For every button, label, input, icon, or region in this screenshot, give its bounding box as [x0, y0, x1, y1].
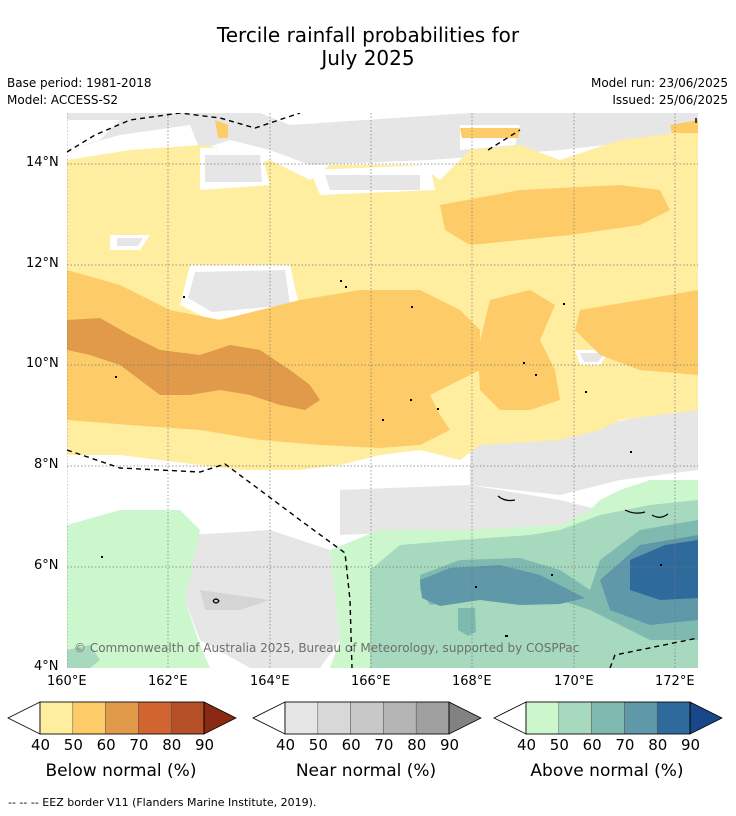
near-normal-swatch — [284, 701, 319, 735]
lat-label-12n: 12°N — [26, 256, 59, 271]
lon-label-160e: 160°E — [47, 674, 87, 689]
issued-date: Issued: 25/06/2025 — [612, 93, 728, 107]
near-normal-under-arrow — [252, 701, 286, 735]
lat-label-10n: 10°N — [26, 356, 59, 371]
below-normal-legend-title: Below normal (%) — [45, 761, 197, 781]
above-normal-tick-label: 60 — [582, 736, 602, 754]
below-normal-swatch — [170, 701, 205, 735]
map-title-line2: July 2025 — [321, 46, 415, 70]
below-normal-swatch — [39, 701, 74, 735]
near-normal-tick-label: 80 — [407, 736, 427, 754]
gridlines — [67, 113, 698, 668]
map-title-line1: Tercile rainfall probabilities for — [216, 23, 520, 47]
near-normal-swatch — [350, 701, 384, 735]
lon-label-168e: 168°E — [452, 674, 492, 689]
near-normal-legend-title: Near normal (%) — [295, 761, 437, 781]
above-normal-swatch — [624, 701, 658, 735]
above-normal-swatch — [558, 701, 592, 735]
model-name: Model: ACCESS-S2 — [7, 93, 119, 107]
below-normal-swatch — [72, 701, 106, 735]
near-normal-swatch — [317, 701, 351, 735]
below-normal-tick-label: 40 — [31, 736, 51, 754]
below-normal-tick-label: 80 — [162, 736, 182, 754]
eez-footnote: -- -- -- EEZ border V11 (Flanders Marine… — [8, 796, 317, 809]
above-normal-tick-label: 90 — [681, 736, 701, 754]
copyright-notice: © Commonwealth of Australia 2025, Bureau… — [74, 641, 580, 655]
above-normal-80-regions — [630, 540, 698, 600]
near-normal-swatch — [383, 701, 417, 735]
near-normal-tick-label: 40 — [276, 736, 296, 754]
lon-label-172e: 172°E — [655, 674, 695, 689]
below-normal-60-regions — [67, 318, 320, 410]
above-normal-swatch — [591, 701, 625, 735]
base-period: Base period: 1981-2018 — [7, 76, 152, 90]
above-normal-tick-label: 80 — [648, 736, 668, 754]
below-normal-tick-label: 50 — [63, 736, 83, 754]
lat-label-6n: 6°N — [34, 558, 59, 573]
model-run-date: Model run: 23/06/2025 — [590, 76, 728, 90]
near-normal-tick-label: 50 — [308, 736, 328, 754]
lat-label-4n: 4°N — [34, 659, 59, 674]
eez-borders — [67, 113, 698, 668]
islands — [101, 280, 662, 637]
near-normal-over-arrow — [448, 701, 482, 735]
near-normal-tick-label: 90 — [440, 736, 460, 754]
above-normal-under-arrow — [493, 701, 527, 735]
lon-label-166e: 166°E — [351, 674, 391, 689]
near-normal-tick-label: 60 — [341, 736, 361, 754]
above-normal-swatch — [656, 701, 691, 735]
above-normal-swatch — [525, 701, 560, 735]
near-normal-tick-label: 70 — [374, 736, 394, 754]
lon-label-164e: 164°E — [250, 674, 290, 689]
lat-label-8n: 8°N — [34, 457, 59, 472]
below-normal-swatch — [105, 701, 139, 735]
lon-label-162e: 162°E — [148, 674, 188, 689]
above-normal-tick-label: 70 — [615, 736, 635, 754]
above-normal-tick-label: 50 — [549, 736, 569, 754]
below-normal-tick-label: 90 — [195, 736, 215, 754]
lat-label-14n: 14°N — [26, 155, 59, 170]
above-normal-over-arrow — [689, 701, 723, 735]
below-normal-under-arrow — [7, 701, 41, 735]
below-normal-tick-label: 70 — [129, 736, 149, 754]
above-normal-tick-label: 40 — [517, 736, 537, 754]
lon-label-170e: 170°E — [554, 674, 594, 689]
below-normal-swatch — [138, 701, 172, 735]
near-normal-swatch — [415, 701, 450, 735]
below-normal-over-arrow — [203, 701, 237, 735]
below-normal-tick-label: 60 — [96, 736, 116, 754]
above-normal-legend-title: Above normal (%) — [530, 761, 684, 781]
